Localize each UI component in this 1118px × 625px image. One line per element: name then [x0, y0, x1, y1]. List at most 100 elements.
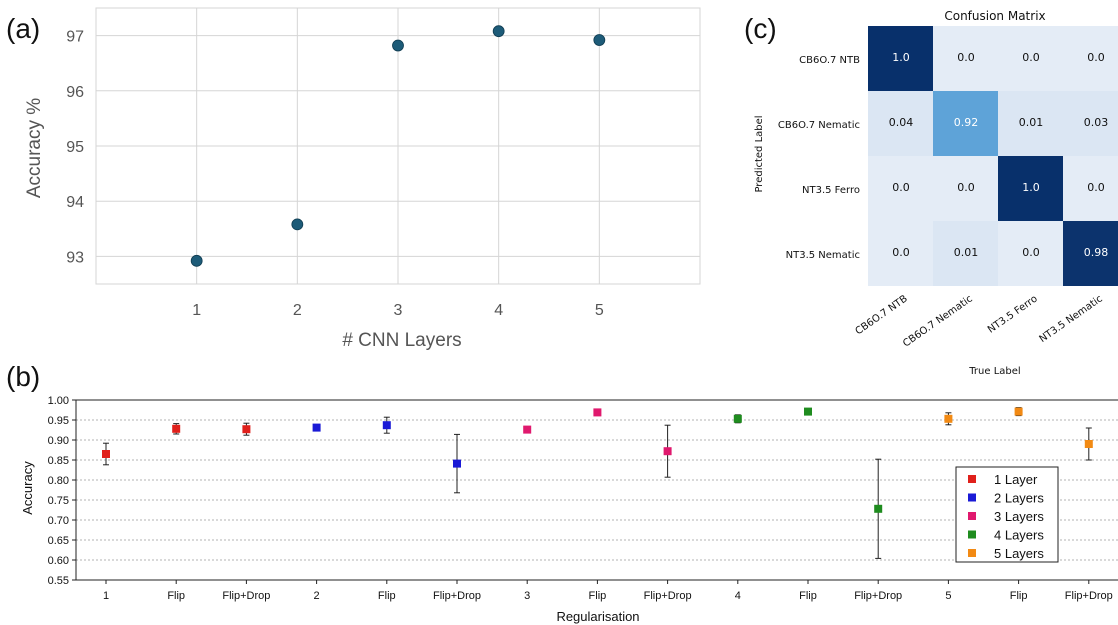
panel-b-y-tick-label: 0.90	[48, 435, 69, 447]
confusion-matrix-value: 0.01	[1019, 116, 1044, 129]
legend-swatch	[968, 493, 976, 502]
panel-a-y-tick-label: 96	[66, 84, 84, 101]
confusion-matrix-cell	[933, 26, 998, 91]
panel-b-x-tick-label: 3	[524, 590, 530, 602]
panel-a-y-tick-label: 94	[66, 194, 84, 211]
panel-a-x-ticks: 1 2 3 4 5	[192, 302, 604, 319]
confusion-matrix-cell	[868, 221, 933, 286]
panel-b-x-tick-label: Flip	[1010, 590, 1028, 602]
panel-b-data-point	[312, 423, 321, 432]
panel-b-label: (b)	[6, 361, 40, 392]
panel-a-accuracy-vs-layers: (a) 93 94 95 96 97 1 2 3 4 5 # CNN Layers Accura…	[6, 7, 701, 351]
confusion-matrix-title: Confusion Matrix	[944, 9, 1045, 23]
panel-b-y-ticks: 0.55 0.60 0.65 0.70 0.75 0.80 0.85 0.90 0.95 1.00	[48, 395, 76, 587]
confusion-matrix-cell	[1063, 221, 1118, 286]
legend-swatch	[968, 549, 976, 557]
panel-b-x-tick-label: 5	[945, 590, 951, 602]
confusion-matrix-cell	[1063, 156, 1118, 221]
panel-b-x-tick-label: Flip+Drop	[433, 590, 481, 602]
confusion-matrix-y-axis-label: Predicted Label	[754, 115, 765, 192]
panel-a-data-point	[392, 39, 404, 52]
panel-b-data-point	[453, 459, 461, 468]
confusion-matrix-value: 0.0	[957, 181, 975, 194]
confusion-matrix-value: 0.0	[1087, 181, 1105, 194]
panel-b-x-tick-label: Flip	[589, 590, 607, 602]
confusion-matrix-cell	[933, 91, 998, 156]
confusion-matrix-col-label: CB6O.7 Nematic	[901, 293, 975, 349]
panel-b-x-tick-label: Flip+Drop	[222, 590, 270, 602]
confusion-matrix-cell	[998, 156, 1063, 221]
confusion-matrix-cell	[1063, 26, 1118, 91]
panel-a-x-tick-label: 3	[394, 302, 403, 319]
confusion-matrix-cell	[868, 156, 933, 221]
panel-b-y-tick-label: 0.85	[48, 455, 69, 467]
confusion-matrix-value: 0.0	[892, 181, 910, 194]
legend-entry-label: 4 Layers	[994, 528, 1044, 543]
panel-b-y-tick-label: 0.55	[48, 575, 69, 587]
confusion-matrix-value: 0.0	[1087, 51, 1105, 64]
panel-b-x-tick-label: 4	[735, 590, 741, 602]
panel-a-data-point	[291, 218, 304, 231]
panel-a-y-axis-label: Accuracy %	[24, 98, 45, 198]
panel-b-data-point	[382, 421, 391, 430]
panel-b-x-tick-label: Flip	[378, 590, 396, 602]
confusion-matrix-col-label: NT3.5 Nematic	[1037, 293, 1104, 345]
confusion-matrix-cell	[933, 221, 998, 286]
confusion-matrix-cell	[868, 91, 933, 156]
confusion-matrix-cell	[998, 26, 1063, 91]
panel-b-y-axis-label: Accuracy	[20, 461, 35, 515]
confusion-matrix-value: 0.0	[1022, 246, 1040, 259]
legend-entry-label: 5 Layers	[994, 546, 1044, 561]
confusion-matrix-value: 0.0	[957, 51, 975, 64]
confusion-matrix-col-label: CB6O.7 NTB	[854, 293, 910, 337]
panel-b-y-tick-label: 0.60	[48, 555, 69, 567]
confusion-matrix-cell	[1063, 91, 1118, 156]
legend-entry-label: 1 Layer	[994, 472, 1038, 487]
legend-entry-label: 3 Layers	[994, 509, 1044, 524]
panel-b-data-points	[102, 407, 1093, 559]
legend-entry-label: 2 Layers	[994, 491, 1044, 506]
panel-c-label: (c)	[744, 13, 777, 44]
panel-b-x-tick-label: Flip	[167, 590, 185, 602]
panel-b-data-point	[172, 424, 181, 433]
panel-a-data-point	[492, 25, 505, 38]
confusion-matrix-value: 1.0	[1022, 181, 1040, 194]
confusion-matrix-value: 1.0	[892, 51, 910, 64]
legend-swatch	[968, 475, 976, 483]
panel-b-data-point	[663, 447, 672, 456]
panel-a-data-point	[190, 254, 203, 267]
panel-b-data-point	[593, 408, 602, 417]
panel-b-data-point	[944, 414, 953, 423]
panel-b-x-tick-label: 2	[314, 590, 320, 602]
panel-b-x-tick-label: Flip+Drop	[644, 590, 692, 602]
panel-a-data-points	[190, 25, 606, 267]
confusion-matrix-x-axis-label: True Label	[968, 366, 1020, 377]
confusion-matrix-value: 0.0	[1022, 51, 1040, 64]
confusion-matrix-col-label: NT3.5 Ferro	[986, 293, 1040, 335]
panel-b-x-ticks: 1 Flip Flip+Drop 2 Flip Flip+Drop 3 Flip Flip+Dr…	[103, 580, 1113, 602]
panel-b-data-point	[733, 414, 742, 423]
confusion-matrix-value: 0.01	[954, 246, 979, 259]
confusion-matrix-cell	[998, 221, 1063, 286]
confusion-matrix-value: 0.92	[954, 116, 979, 129]
panel-a-y-ticks: 93 94 95 96 97	[66, 29, 84, 267]
confusion-matrix-cell	[998, 91, 1063, 156]
confusion-matrix-cell	[933, 156, 998, 221]
panel-a-data-point	[593, 34, 606, 46]
panel-b-x-tick-label: 1	[103, 590, 109, 602]
panel-b-data-point	[804, 407, 812, 416]
legend-swatch	[968, 512, 976, 520]
panel-b-data-point	[874, 504, 883, 513]
confusion-matrix-row-label: NT3.5 Ferro	[802, 185, 860, 196]
panel-a-x-tick-label: 4	[494, 302, 503, 319]
panel-b-legend: 1 Layer 2 Layers 3 Layers 4 Layers 5 Layers	[955, 466, 1059, 563]
panel-b-y-tick-label: 0.65	[48, 535, 69, 547]
panel-b-data-point	[102, 450, 110, 458]
panel-b-y-tick-label: 0.95	[48, 415, 69, 427]
panel-a-label: (a)	[6, 13, 40, 44]
panel-b-x-tick-label: Flip	[799, 590, 817, 602]
panel-b-x-tick-label: Flip+Drop	[854, 590, 902, 602]
panel-b-y-tick-label: 0.80	[48, 475, 69, 487]
panel-a-x-axis-label: # CNN Layers	[342, 330, 461, 351]
